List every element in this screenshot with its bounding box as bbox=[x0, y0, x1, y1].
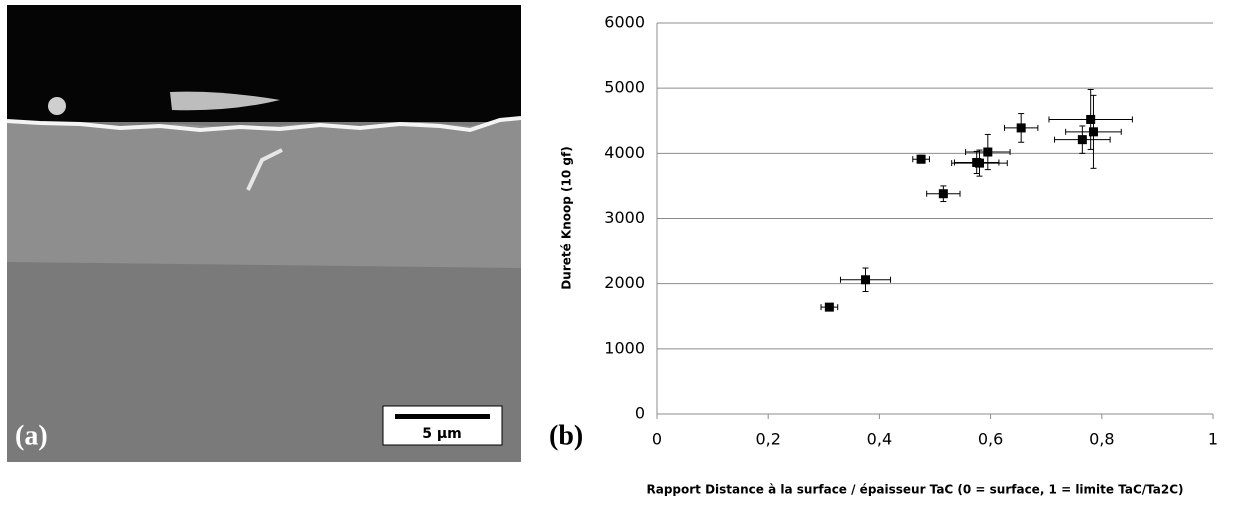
point bbox=[1086, 114, 1096, 124]
scale-bar-label: 5 µm bbox=[422, 426, 462, 442]
sem-surface bbox=[6, 116, 522, 133]
panel-label: (a) bbox=[15, 420, 48, 451]
y-tick-label: 0 bbox=[635, 404, 645, 423]
sem-particle bbox=[48, 97, 66, 115]
x-tick-label: 1 bbox=[1208, 430, 1218, 449]
y-axis-title: Dureté Knoop (10 gf) bbox=[560, 146, 574, 289]
sem-image: 5 µm (a) bbox=[6, 5, 522, 462]
x-tick-label: 0,8 bbox=[1089, 430, 1114, 449]
point bbox=[824, 302, 834, 312]
point bbox=[1077, 135, 1087, 145]
point bbox=[983, 147, 993, 157]
x-tick-label: 0,6 bbox=[978, 430, 1003, 449]
x-axis-title: Rapport Distance à la surface / épaisseu… bbox=[646, 483, 1183, 497]
point bbox=[1088, 127, 1098, 137]
sem-coating bbox=[7, 118, 521, 268]
point bbox=[1016, 123, 1026, 133]
point bbox=[861, 275, 870, 285]
y-tick-label: 3000 bbox=[604, 208, 645, 227]
y-tick-label: 2000 bbox=[604, 273, 645, 292]
point bbox=[938, 189, 948, 199]
x-tick-label: 0,2 bbox=[755, 430, 780, 449]
point bbox=[974, 158, 984, 168]
sem-crack bbox=[246, 148, 283, 191]
y-tick-label: 5000 bbox=[604, 78, 645, 97]
point bbox=[916, 154, 926, 164]
panel-label: (b) bbox=[549, 420, 583, 451]
y-tick-label: 6000 bbox=[604, 13, 645, 32]
scale-bar bbox=[395, 414, 490, 419]
sem-void bbox=[7, 5, 521, 122]
y-tick-label: 1000 bbox=[604, 338, 645, 357]
x-tick-label: 0,4 bbox=[867, 430, 892, 449]
sem-particle bbox=[170, 91, 280, 111]
scale-bar-box bbox=[382, 405, 503, 446]
y-tick-label: 4000 bbox=[604, 143, 645, 162]
x-tick-label: 0 bbox=[652, 430, 662, 449]
